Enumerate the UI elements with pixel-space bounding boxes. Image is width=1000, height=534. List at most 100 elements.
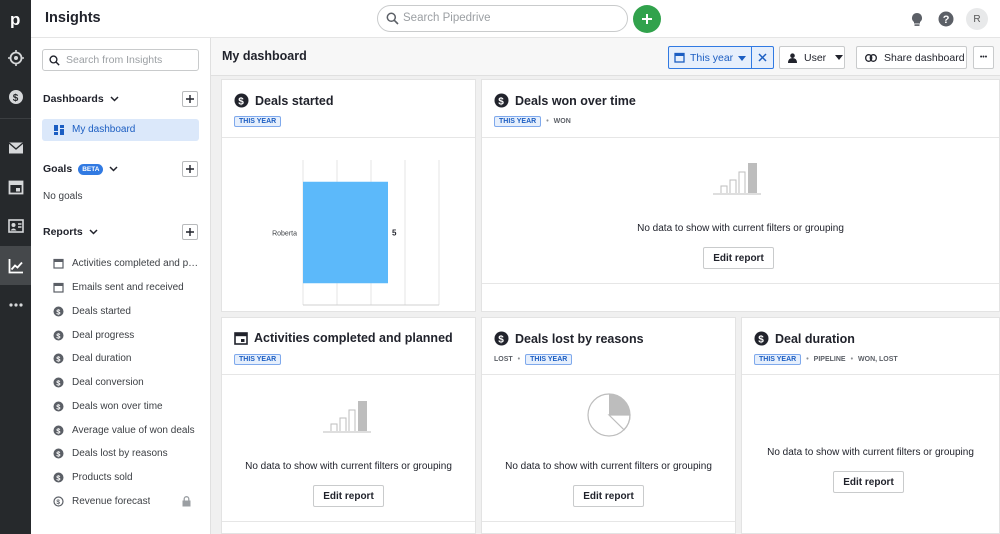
edit-report-button[interactable]: Edit report — [703, 247, 774, 269]
svg-text:$: $ — [56, 378, 61, 387]
card-deals-started[interactable]: $ Deals started THIS YEAR 02468Roberta5 — [221, 79, 476, 312]
card-title: Deals started — [255, 93, 334, 108]
edit-report-button[interactable]: Edit report — [313, 485, 384, 507]
goals-section-toggle[interactable]: Goals BETA — [43, 163, 118, 175]
data-label: 5 — [392, 229, 397, 238]
avatar[interactable]: R — [966, 8, 988, 30]
svg-text:$: $ — [498, 97, 504, 108]
insights-sidebar: Search from Insights Dashboards My dashb… — [31, 38, 211, 534]
svg-text:$: $ — [56, 331, 61, 340]
mail-icon[interactable] — [0, 128, 31, 167]
dollar-icon: $ — [494, 331, 509, 346]
empty-bar-chart-icon — [323, 401, 371, 433]
report-label: Deal conversion — [72, 376, 144, 388]
global-search-input[interactable]: Search Pipedrive — [377, 5, 628, 32]
svg-text:$: $ — [238, 97, 244, 108]
more-icon: ••• — [979, 54, 988, 61]
report-label: Deals started — [72, 305, 131, 317]
report-item-deals-lost[interactable]: $ Deals lost by reasons — [53, 444, 199, 462]
report-label: Deals won over time — [72, 400, 163, 412]
card-tags: LOST • THIS YEAR — [494, 354, 573, 365]
tag-won[interactable]: WON — [553, 118, 571, 125]
tag-lost[interactable]: LOST — [494, 356, 513, 363]
search-placeholder: Search Pipedrive — [403, 12, 491, 24]
report-label: Average value of won deals — [72, 424, 195, 436]
insights-icon[interactable] — [0, 246, 31, 285]
plus-icon — [642, 14, 652, 24]
report-item-average-value[interactable]: $ Average value of won deals — [53, 421, 199, 439]
edit-report-button[interactable]: Edit report — [573, 485, 644, 507]
report-item-deal-progress[interactable]: $ Deal progress — [53, 326, 199, 344]
link-icon — [865, 53, 877, 62]
card-deal-duration[interactable]: $ Deal duration THIS YEAR • PIPELINE • W… — [741, 317, 1000, 534]
add-dashboard-button[interactable] — [182, 91, 198, 107]
activities-icon[interactable] — [0, 167, 31, 206]
no-data-message: No data to show with current filters or … — [505, 461, 712, 472]
report-item-deal-duration[interactable]: $ Deal duration — [53, 349, 199, 367]
report-item-activities-completed[interactable]: Activities completed and planned — [53, 254, 199, 272]
report-label: Deal duration — [72, 352, 132, 364]
y-category-label: Roberta — [272, 231, 297, 238]
more-options-button[interactable]: ••• — [973, 46, 994, 69]
card-deals-won-over-time[interactable]: $ Deals won over time THIS YEAR • WON No… — [481, 79, 1000, 312]
deals-icon[interactable]: $ — [0, 77, 31, 116]
add-report-button[interactable] — [182, 224, 198, 240]
card-header: Activities completed and planned — [234, 331, 453, 345]
insights-search-input[interactable]: Search from Insights — [42, 49, 199, 71]
report-label: Products sold — [72, 471, 133, 483]
period-filter[interactable]: This year — [668, 46, 774, 69]
pipedrive-logo[interactable]: p — [0, 0, 31, 37]
close-icon[interactable] — [757, 52, 768, 63]
reports-heading: Reports — [43, 226, 83, 238]
contacts-icon[interactable] — [0, 206, 31, 245]
tag-won-lost[interactable]: WON, LOST — [858, 356, 898, 363]
nav-rail: p $ — [0, 0, 31, 534]
caret-down-icon — [835, 55, 844, 60]
share-dashboard-button[interactable]: Share dashboard — [856, 46, 967, 69]
sidebar-item-label: My dashboard — [72, 124, 136, 135]
quick-add-button[interactable] — [633, 5, 661, 33]
leads-icon[interactable] — [0, 38, 31, 77]
period-filter-label: This year — [690, 52, 734, 64]
tag-this-year[interactable]: THIS YEAR — [234, 116, 282, 127]
dashboard-title: My dashboard — [222, 49, 307, 63]
tag-this-year[interactable]: THIS YEAR — [525, 354, 573, 365]
help-icon[interactable]: ? — [936, 9, 956, 29]
report-item-deals-won[interactable]: $ Deals won over time — [53, 397, 199, 415]
lightbulb-icon[interactable] — [907, 9, 927, 29]
report-item-products-sold[interactable]: $ Products sold — [53, 468, 199, 486]
card-tags: THIS YEAR — [234, 116, 282, 127]
card-tags: THIS YEAR • PIPELINE • WON, LOST — [754, 354, 898, 365]
dashboard-icon — [54, 125, 64, 135]
tag-pipeline[interactable]: PIPELINE — [813, 356, 846, 363]
tag-this-year[interactable]: THIS YEAR — [234, 354, 282, 365]
tag-this-year[interactable]: THIS YEAR — [494, 116, 542, 127]
chevron-down-icon — [110, 96, 119, 102]
edit-report-button[interactable]: Edit report — [833, 471, 904, 493]
dollar-icon: $ — [754, 331, 769, 346]
lock-icon — [182, 496, 191, 507]
dollar-icon: $ — [53, 425, 64, 435]
empty-pie-chart-icon — [587, 393, 631, 437]
tag-this-year[interactable]: THIS YEAR — [754, 354, 802, 365]
reports-section-toggle[interactable]: Reports — [43, 226, 98, 238]
report-item-revenue-forecast[interactable]: $ Revenue forecast — [53, 492, 199, 510]
add-goal-button[interactable] — [182, 161, 198, 177]
search-placeholder: Search from Insights — [66, 54, 163, 66]
dollar-icon: $ — [53, 377, 64, 387]
calendar-icon — [674, 52, 685, 63]
card-activities-completed[interactable]: Activities completed and planned THIS YE… — [221, 317, 476, 534]
chevron-down-icon — [109, 166, 118, 172]
svg-text:$: $ — [12, 93, 18, 104]
user-filter-label: User — [804, 51, 827, 64]
sidebar-item-my-dashboard[interactable]: My dashboard — [42, 119, 199, 141]
report-item-emails[interactable]: Emails sent and received — [53, 278, 199, 296]
report-item-deal-conversion[interactable]: $ Deal conversion — [53, 373, 199, 391]
more-icon[interactable] — [0, 285, 31, 324]
dashboards-section-toggle[interactable]: Dashboards — [43, 93, 119, 105]
user-filter-button[interactable]: User — [779, 46, 845, 69]
card-deals-lost-by-reasons[interactable]: $ Deals lost by reasons LOST • THIS YEAR… — [481, 317, 736, 534]
user-icon — [788, 52, 797, 63]
report-item-deals-started[interactable]: $ Deals started — [53, 302, 199, 320]
dollar-icon: $ — [53, 472, 64, 482]
